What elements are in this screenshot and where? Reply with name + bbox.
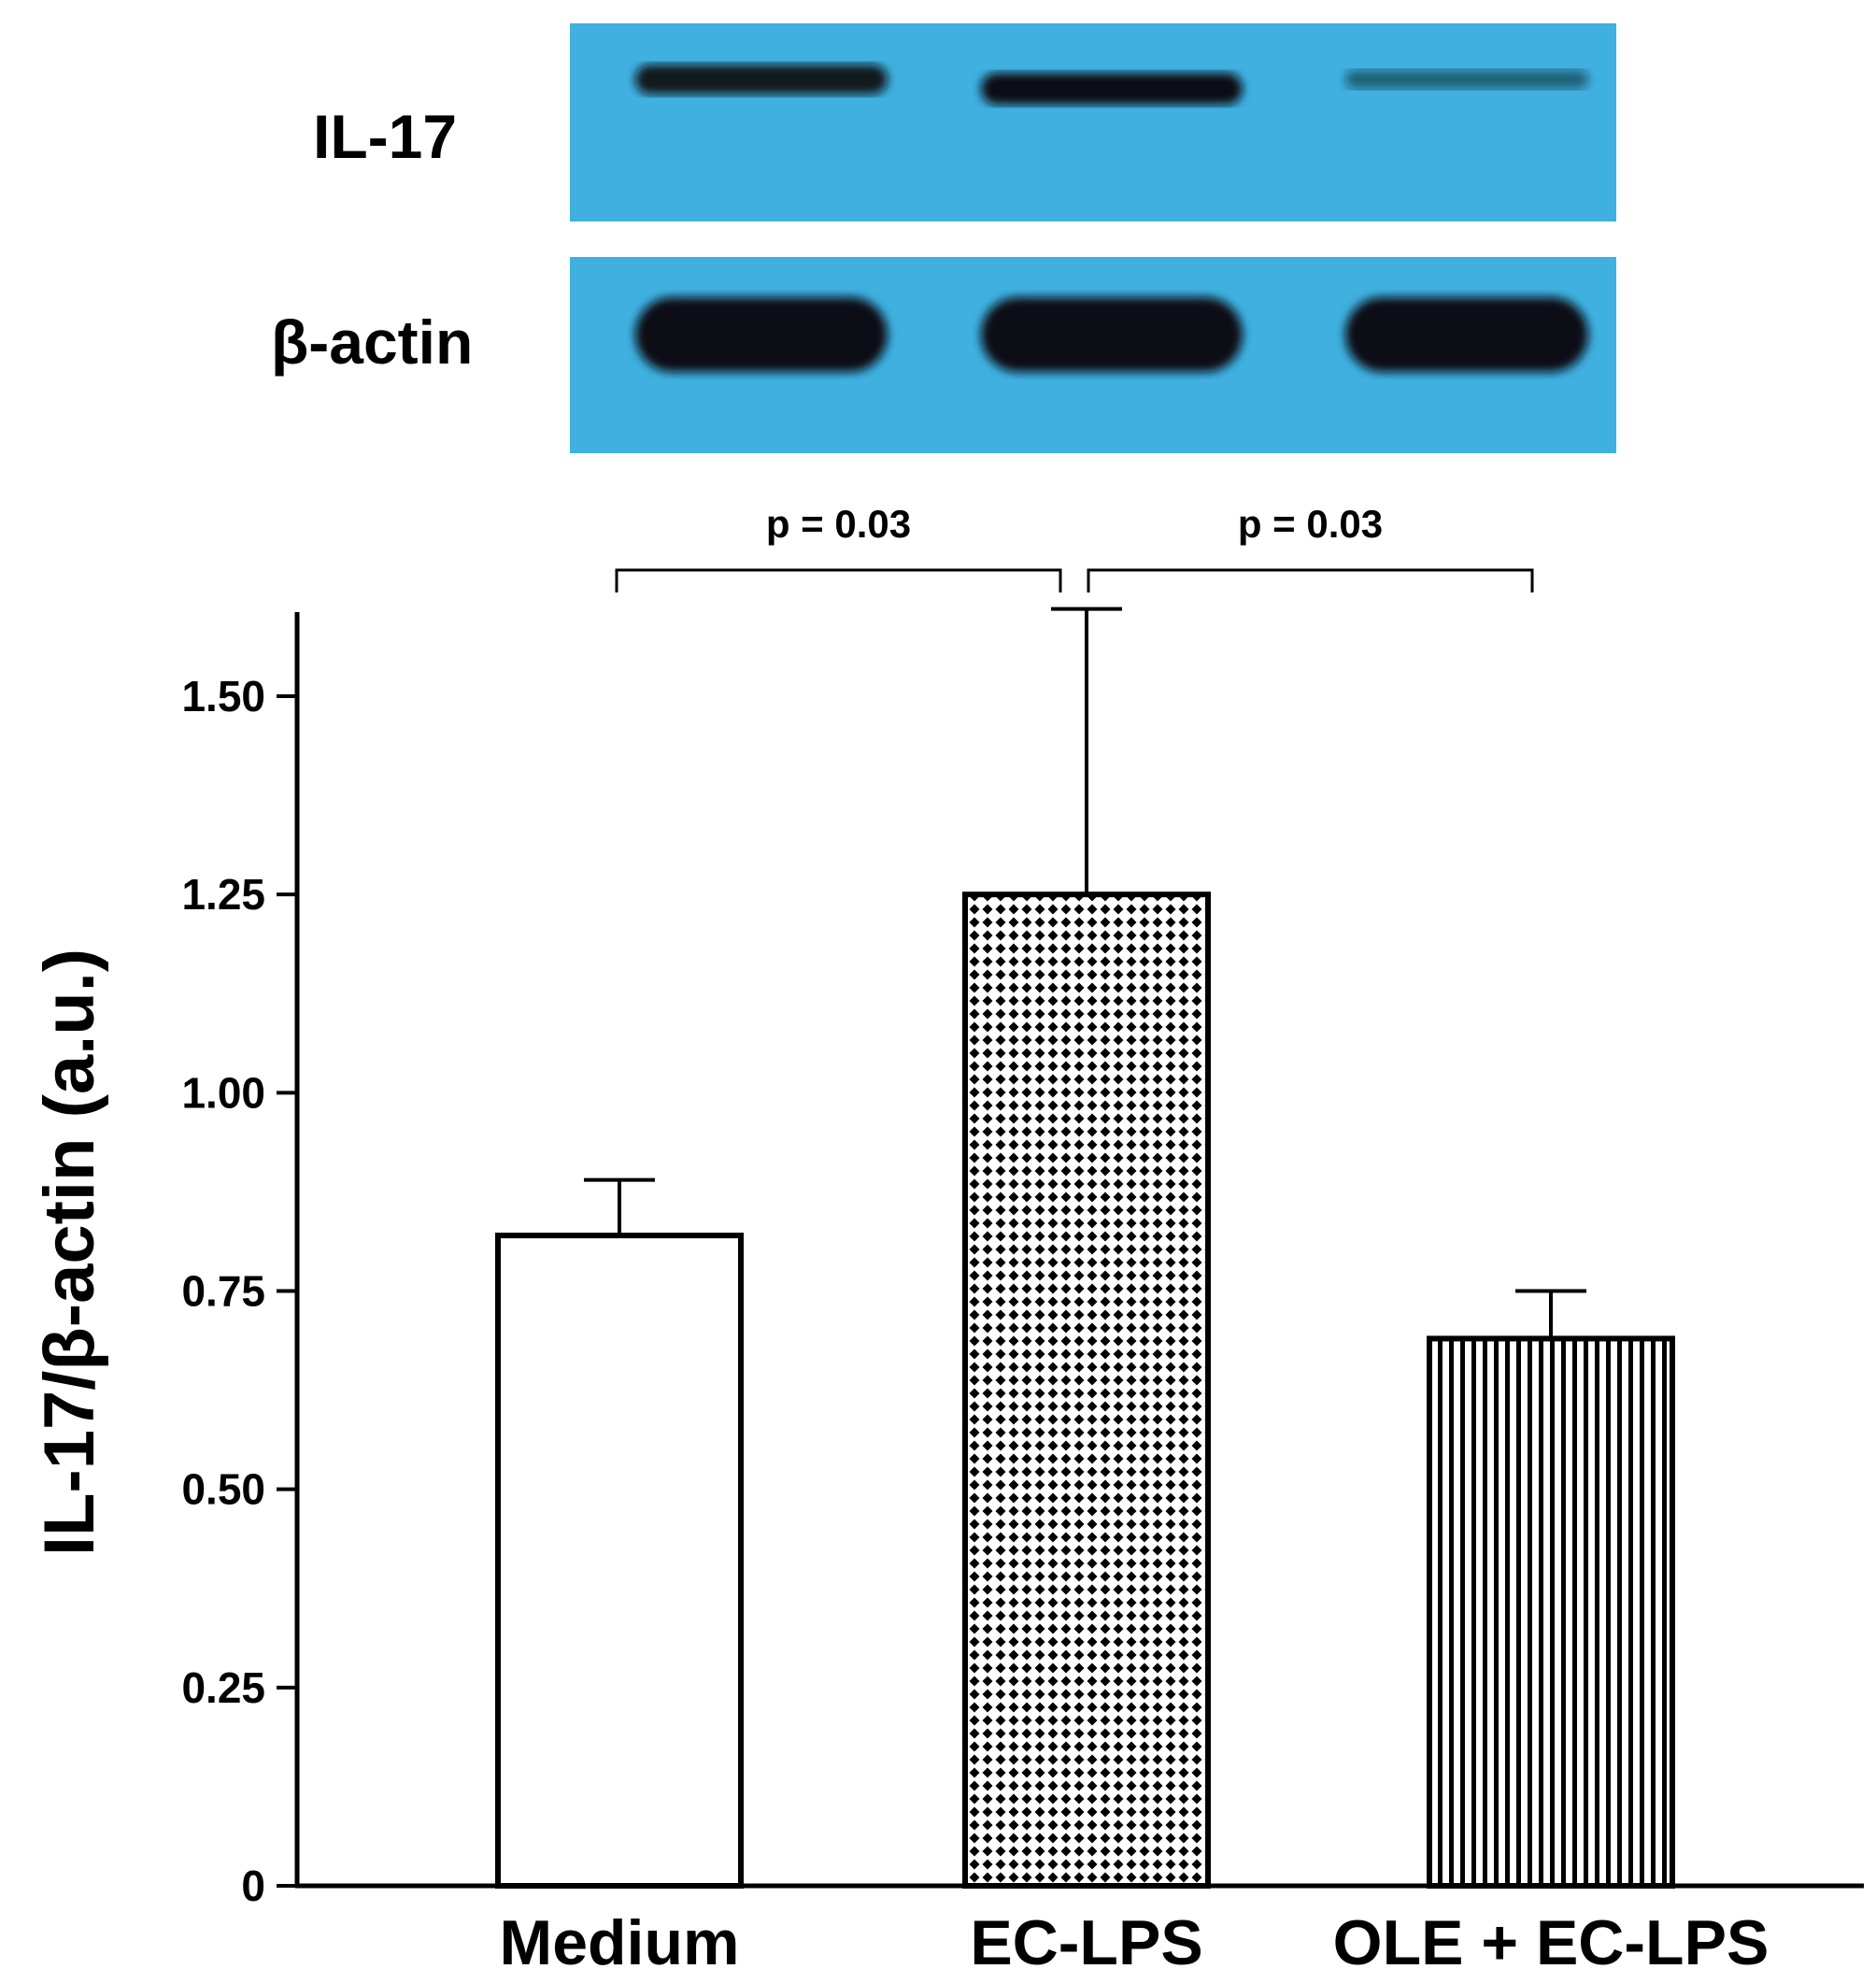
y-tick-label: 0.25	[181, 1663, 265, 1712]
blot-band	[981, 297, 1243, 372]
blot-band	[1345, 70, 1588, 89]
blot-band	[635, 64, 888, 94]
y-tick-label: 1.00	[181, 1068, 265, 1117]
y-tick-label: 0.50	[181, 1465, 265, 1514]
blot-band	[1345, 297, 1588, 372]
significance-bracket	[1087, 568, 1534, 592]
error-bars	[584, 606, 1586, 1339]
chart: p = 0.03 p = 0.03 0 0.25 0.50 0.75 1.00 1.25 1.…	[30, 502, 1864, 1978]
x-tick-label: OLE + EC-LPS	[1333, 1907, 1769, 1978]
y-tick-label: 0.75	[181, 1267, 265, 1316]
significance-brackets: p = 0.03 p = 0.03	[615, 502, 1534, 592]
y-tick-label: 0	[241, 1862, 265, 1910]
blot-band	[981, 73, 1243, 105]
y-axis-label: IL-17/β-actin (a.u.)	[30, 949, 109, 1556]
western-blot	[570, 23, 1616, 453]
blot-label-il17: IL-17	[313, 102, 458, 171]
p-value-label: p = 0.03	[766, 502, 911, 546]
axes	[294, 612, 1864, 1889]
bars	[495, 892, 1675, 1890]
y-ticks: 0 0.25 0.50 0.75 1.00 1.25 1.50	[181, 672, 297, 1910]
y-tick-label: 1.25	[181, 870, 265, 919]
blot-band	[635, 297, 888, 372]
bar	[962, 892, 1211, 1890]
blot-bands-il17	[635, 64, 1588, 105]
x-tick-labels: Medium EC-LPS OLE + EC-LPS	[500, 1907, 1769, 1978]
x-tick-label: EC-LPS	[970, 1907, 1202, 1978]
bar	[495, 1233, 744, 1890]
significance-bracket	[615, 568, 1062, 592]
x-tick-label: Medium	[500, 1907, 740, 1978]
y-tick-label: 1.50	[181, 672, 265, 720]
blot-panel-il17	[570, 23, 1616, 221]
p-value-label: p = 0.03	[1238, 502, 1383, 546]
blot-label-beta-actin: β-actin	[271, 307, 474, 377]
bar	[1427, 1335, 1675, 1890]
blot-bands-beta-actin	[635, 297, 1588, 372]
